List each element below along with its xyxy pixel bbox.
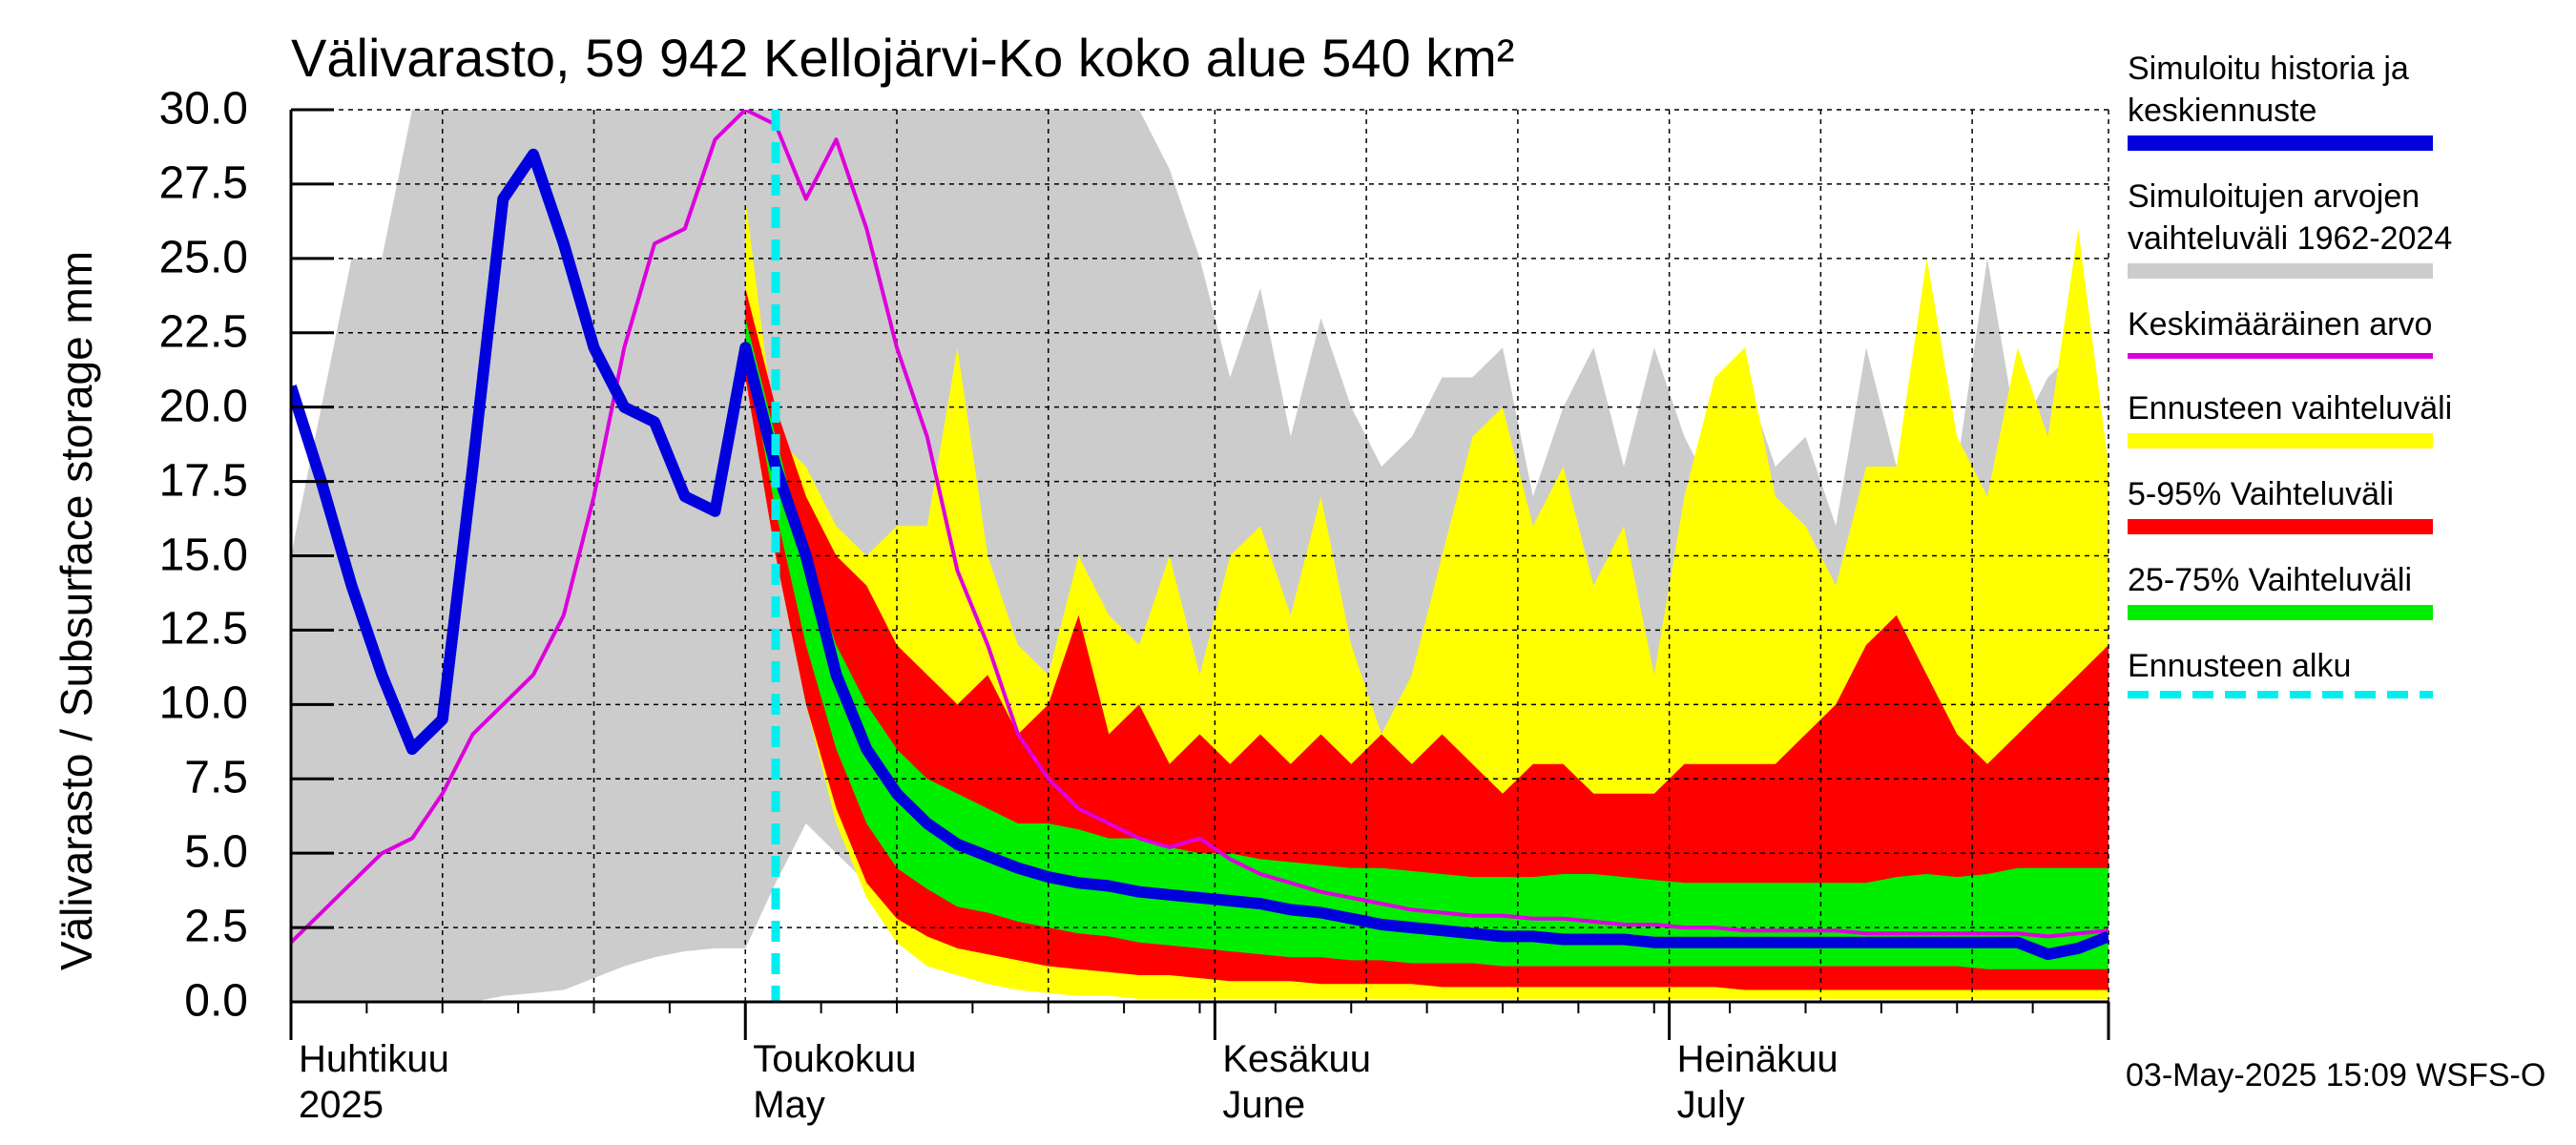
legend-label: Ennusteen vaihteluväli xyxy=(2128,390,2453,427)
legend-label: Simuloitu historia ja xyxy=(2128,51,2409,87)
y-tick-label: 2.5 xyxy=(184,901,248,952)
y-tick-label: 30.0 xyxy=(158,83,248,135)
x-tick-month: Kesäkuu xyxy=(1222,1038,1372,1080)
x-tick-sublabel: July xyxy=(1676,1084,1745,1126)
x-tick-sublabel: May xyxy=(753,1084,825,1126)
legend-swatch xyxy=(2128,433,2433,448)
y-tick-label: 5.0 xyxy=(184,826,248,878)
legend-item-forecast-start: Ennusteen alku xyxy=(2128,645,2452,698)
legend-label: Simuloitujen arvojen xyxy=(2128,178,2420,215)
x-tick-label: Toukokuu May xyxy=(753,1036,916,1128)
legend-swatch xyxy=(2128,691,2433,698)
y-axis-label: Välivarasto / Subsurface storage mm xyxy=(52,250,101,971)
legend-item-mean: Keskimääräinen arvo xyxy=(2128,303,2452,359)
x-tick-month: Toukokuu xyxy=(753,1038,917,1080)
legend: Simuloitu historia ja keskiennuste Simul… xyxy=(2128,48,2452,723)
legend-label: vaihteluväli 1962-2024 xyxy=(2128,220,2453,257)
series-line-4 xyxy=(291,110,2109,945)
y-tick-label: 0.0 xyxy=(184,975,248,1027)
x-tick-month: Huhtikuu xyxy=(299,1038,449,1080)
legend-label: Keskimääräinen arvo xyxy=(2128,306,2433,343)
series-line-5 xyxy=(291,148,2109,961)
legend-swatch xyxy=(2128,605,2433,620)
legend-swatch xyxy=(2128,519,2433,534)
y-tick-label: 12.5 xyxy=(158,603,248,655)
y-tick-label: 22.5 xyxy=(158,306,248,358)
legend-item-5-95: 5-95% Vaihteluväli xyxy=(2128,473,2452,534)
plot-area xyxy=(289,108,2110,1040)
legend-swatch xyxy=(2128,353,2433,359)
x-tick-sublabel: June xyxy=(1222,1084,1306,1126)
chart-title: Välivarasto, 59 942 Kellojärvi-Ko koko a… xyxy=(291,28,1515,88)
legend-swatch xyxy=(2128,135,2433,151)
legend-label: keskiennuste xyxy=(2128,93,2317,129)
x-tick-sublabel: 2025 xyxy=(299,1084,384,1126)
legend-swatch xyxy=(2128,263,2433,279)
y-tick-label: 25.0 xyxy=(158,232,248,283)
y-tick-label: 17.5 xyxy=(158,454,248,506)
band-2 xyxy=(745,288,2109,990)
legend-item-25-75: 25-75% Vaihteluväli xyxy=(2128,559,2452,620)
legend-label: Ennusteen alku xyxy=(2128,648,2352,684)
legend-item-history: Simuloitu historia ja keskiennuste xyxy=(2128,48,2452,151)
legend-item-forecast-range: Ennusteen vaihteluväli xyxy=(2128,387,2452,448)
legend-item-range: Simuloitujen arvojen vaihteluväli 1962-2… xyxy=(2128,176,2452,279)
footer-timestamp: 03-May-2025 15:09 WSFS-O xyxy=(2126,1057,2546,1093)
y-tick-label: 7.5 xyxy=(184,752,248,803)
y-tick-label: 20.0 xyxy=(158,381,248,432)
x-tick-label: Heinäkuu July xyxy=(1677,1036,1839,1128)
legend-label: 25-75% Vaihteluväli xyxy=(2128,562,2412,598)
x-tick-label: Kesäkuu June xyxy=(1222,1036,1371,1128)
legend-label: 5-95% Vaihteluväli xyxy=(2128,476,2395,512)
y-tick-label: 15.0 xyxy=(158,529,248,580)
y-tick-label: 27.5 xyxy=(158,157,248,209)
x-tick-month: Heinäkuu xyxy=(1676,1038,1839,1080)
y-tick-label: 10.0 xyxy=(158,677,248,729)
x-tick-label: Huhtikuu 2025 xyxy=(299,1036,449,1128)
